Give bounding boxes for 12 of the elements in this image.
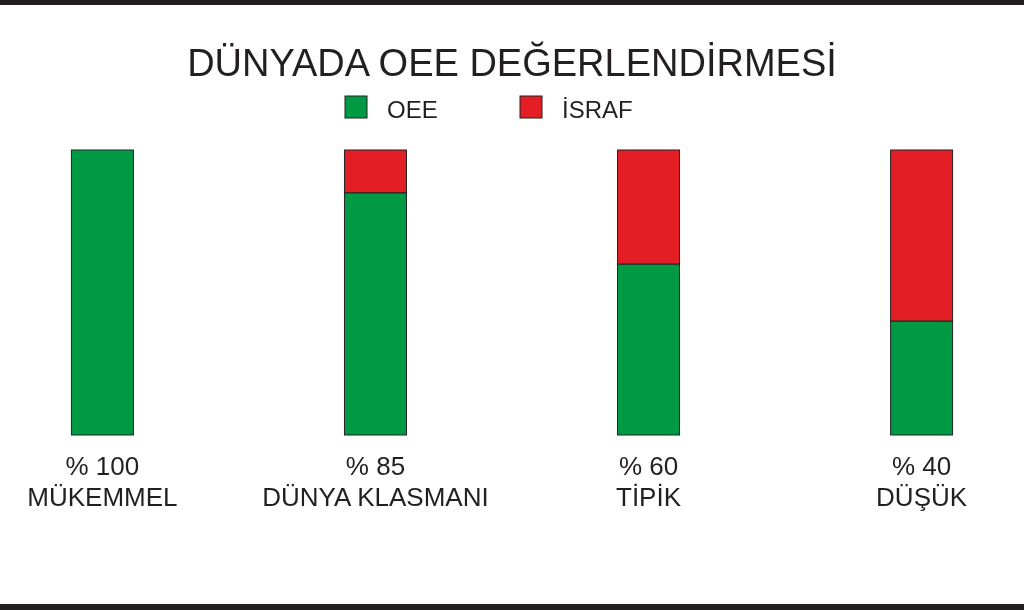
- legend-label: OEE: [387, 96, 438, 123]
- x-tick-label: MÜKEMMEL: [27, 482, 178, 512]
- data-label: % 40: [891, 451, 952, 481]
- data-label: % 85: [345, 451, 406, 481]
- data-label: % 100: [65, 451, 140, 481]
- legend-label: İSRAF: [562, 96, 633, 123]
- bar: [70, 149, 134, 436]
- x-tick-label: DÜŞÜK: [876, 482, 968, 512]
- x-tick-label: DÜNYA KLASMANI: [262, 482, 489, 512]
- chart-title: DÜNYADA OEE DEĞERLENDİRMESİ: [187, 41, 837, 84]
- x-tick-label: TİPİK: [616, 482, 682, 512]
- data-label: % 60: [618, 451, 679, 481]
